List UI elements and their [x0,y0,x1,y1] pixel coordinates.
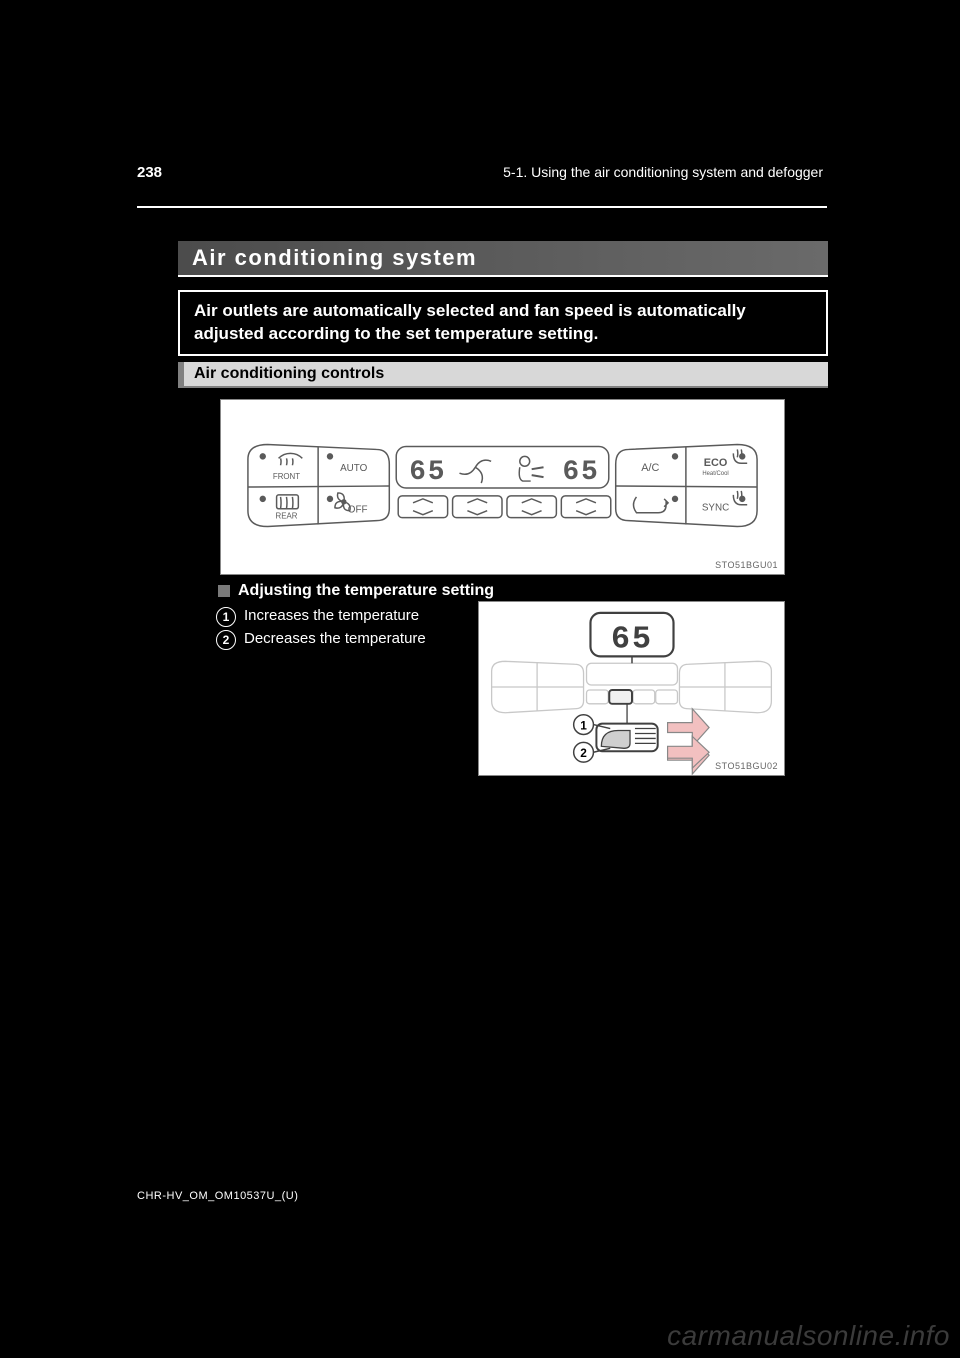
btn-ac-label: A/C [641,462,659,474]
display-temp-right: 65 [563,457,600,488]
circled-number: 1 [216,607,236,627]
bullet-square-icon [218,585,230,597]
sub-heading-text: Adjusting the temperature setting [238,582,494,600]
manual-page: 238 5-1. Using the air conditioning syst… [0,0,960,1358]
list-item: 2 Decreases the temperature [216,630,426,650]
display-temp-left: 65 [409,457,446,488]
intro-box: Air outlets are automatically selected a… [178,290,828,356]
subsection-title: Air conditioning controls [194,365,384,383]
callout-1: 1 [580,719,587,733]
intro-text: Air outlets are automatically selected a… [194,301,746,343]
page-number: 238 [137,164,162,181]
detail-display-temp: 65 [611,622,653,657]
breadcrumb: 5-1. Using the air conditioning system a… [503,164,823,181]
control-panel-svg: FRONT AUTO REAR OFF [221,400,784,574]
list-item-text: Increases the temperature [244,607,419,626]
section-title-bar: Air conditioning system [178,241,828,277]
section-title: Air conditioning system [192,245,477,271]
list-item: 1 Increases the temperature [216,607,426,627]
figure-code-2: STO51BGU02 [715,761,778,771]
figure-temperature-detail: 1 2 65 STO51BGU02 [478,601,785,776]
btn-off-label: OFF [348,505,368,516]
watermark: carmanualsonline.info [667,1320,950,1352]
list-item-text: Decreases the temperature [244,630,426,649]
btn-sync-label: SYNC [702,503,729,514]
figure-control-panel: FRONT AUTO REAR OFF [220,399,785,575]
header-rule [137,206,827,208]
temperature-list: 1 Increases the temperature 2 Decreases … [216,604,426,653]
btn-rear-label: REAR [276,512,298,521]
figure-code-1: STO51BGU01 [715,560,778,570]
detail-svg: 1 2 65 [479,602,784,775]
footer-doc-id: CHR-HV_OM_OM10537U_(U) [137,1190,298,1202]
page-header: 238 5-1. Using the air conditioning syst… [137,164,823,181]
sub-heading-row: Adjusting the temperature setting [218,582,494,600]
btn-front-label: FRONT [273,472,300,481]
btn-eco-label: ECO [704,457,728,469]
btn-eco-sub: Heat/Cool [702,471,728,477]
circled-number: 2 [216,630,236,650]
subsection-bar: Air conditioning controls [178,362,828,388]
btn-auto-label: AUTO [340,463,368,474]
callout-2: 2 [580,746,587,760]
